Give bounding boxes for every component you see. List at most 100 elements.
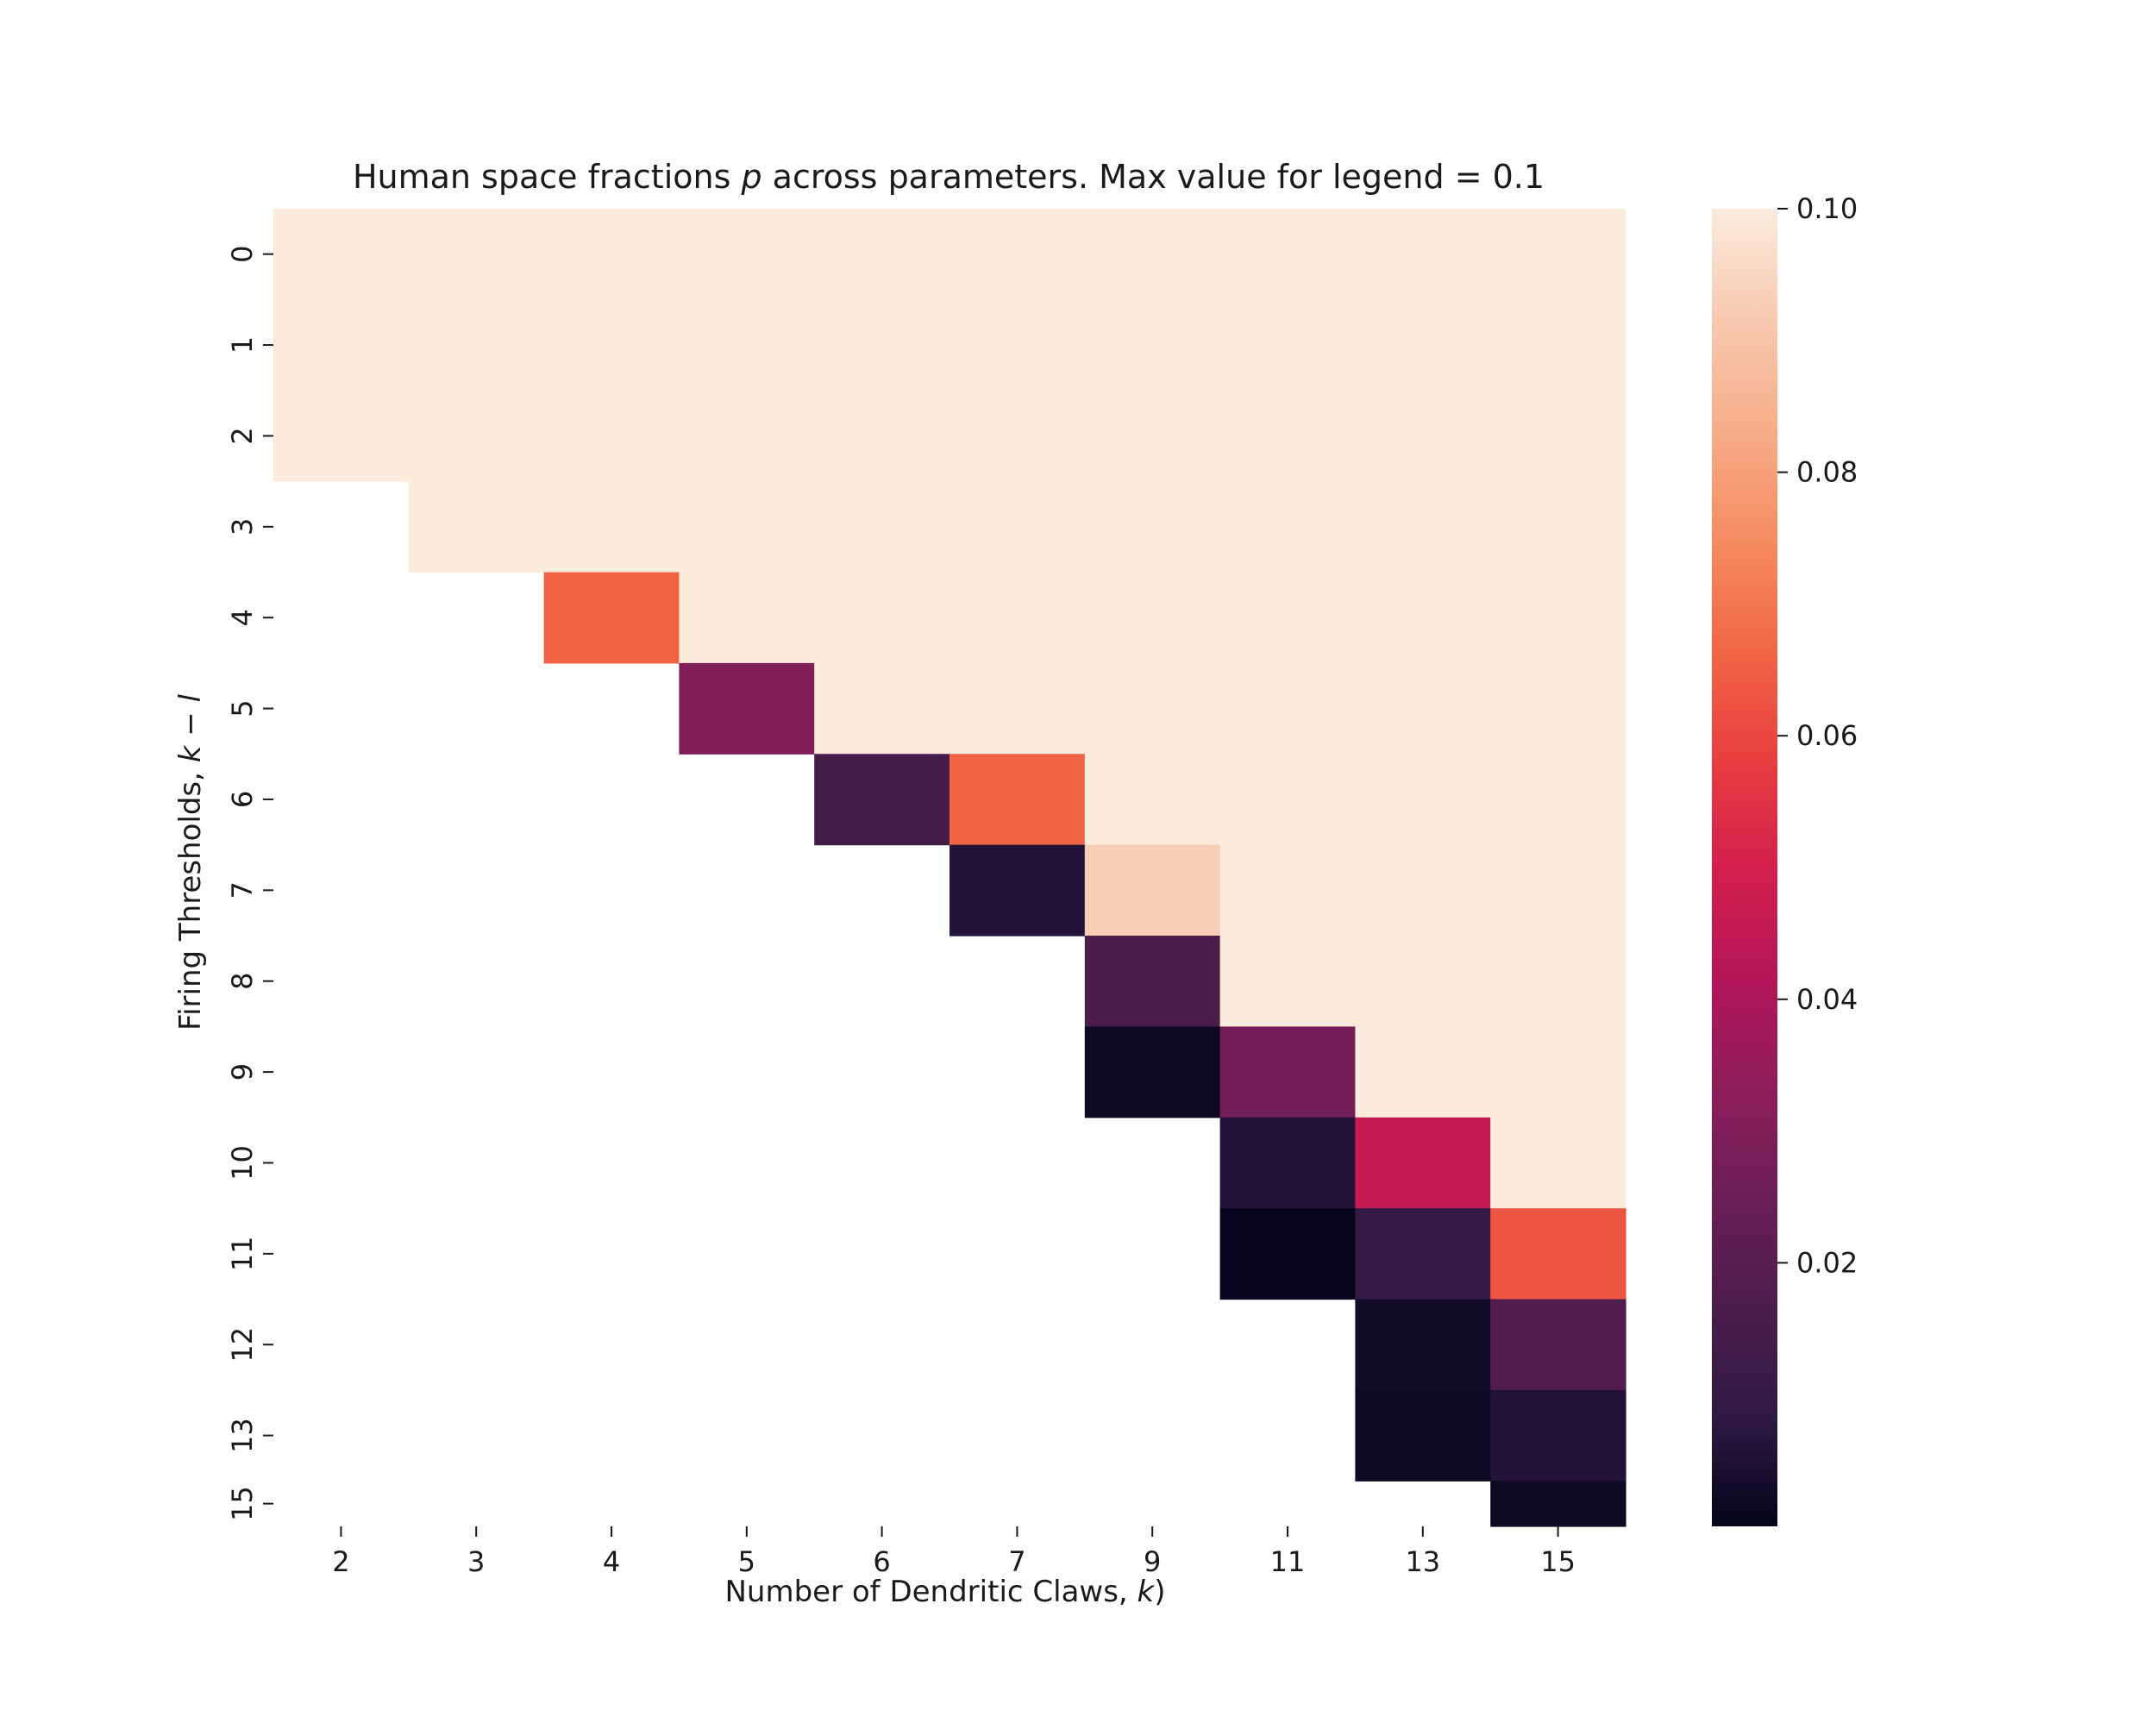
- heatmap-cell-3-6: [814, 481, 950, 573]
- heatmap-cell-6-13: [1355, 754, 1491, 846]
- heatmap-cell-5-15: [1490, 662, 1626, 755]
- heatmap-cell-0-7: [950, 209, 1086, 300]
- heatmap-cell-2-13: [1355, 390, 1491, 482]
- heatmap-cells: [273, 209, 1626, 1527]
- heatmap-cell-4-13: [1355, 572, 1491, 664]
- y-tick-label: 5: [226, 699, 259, 717]
- x-tick-label: 4: [603, 1545, 620, 1578]
- heatmap-cell-1-3: [408, 299, 545, 392]
- colorbar-tick-label: 0.04: [1796, 983, 1858, 1016]
- heatmap-cell-7-11: [1219, 844, 1356, 937]
- heatmap-cell-1-5: [679, 299, 815, 392]
- colorbar-tick-label: 0.08: [1796, 456, 1858, 489]
- heatmap-cell-1-11: [1219, 299, 1356, 392]
- y-tick-label: 2: [226, 427, 259, 444]
- heatmap-cell-5-9: [1084, 662, 1221, 755]
- heatmap-cell-4-6: [814, 572, 950, 664]
- heatmap-cell-10-13: [1355, 1117, 1491, 1209]
- colorbar: [1712, 209, 1777, 1526]
- y-tick-label: 13: [226, 1418, 259, 1453]
- heatmap-cell-6-15: [1490, 754, 1626, 846]
- heatmap-cell-0-5: [679, 209, 815, 300]
- heatmap-cell-12-13: [1355, 1299, 1491, 1391]
- heatmap-cell-0-11: [1219, 209, 1356, 300]
- colorbar-tick-label: 0.02: [1796, 1246, 1858, 1279]
- heatmap-cell-11-13: [1355, 1208, 1491, 1300]
- heatmap-cell-4-4: [543, 572, 680, 664]
- x-tick-label: 11: [1270, 1545, 1306, 1578]
- heatmap-cell-11-15: [1490, 1208, 1626, 1300]
- x-axis-label: Number of Dendritic Claws, k): [724, 1575, 1165, 1609]
- heatmap-cell-9-13: [1355, 1026, 1491, 1118]
- y-tick-label: 12: [226, 1327, 259, 1363]
- colorbar-tick-label: 0.06: [1796, 719, 1858, 752]
- heatmap-cell-12-15: [1490, 1299, 1626, 1391]
- heatmap-cell-5-6: [814, 662, 950, 755]
- heatmap-cell-0-6: [814, 209, 950, 300]
- y-tick-label: 9: [226, 1063, 259, 1081]
- heatmap-cell-1-15: [1490, 299, 1626, 392]
- y-tick-label: 6: [226, 791, 259, 808]
- heatmap-cell-1-6: [814, 299, 950, 392]
- heatmap-cell-9-15: [1490, 1026, 1626, 1118]
- heatmap-cell-2-6: [814, 390, 950, 482]
- y-tick-label: 7: [226, 881, 259, 899]
- heatmap-cell-6-6: [814, 754, 950, 846]
- heatmap-cell-5-11: [1219, 662, 1356, 755]
- heatmap-cell-2-15: [1490, 390, 1626, 482]
- heatmap-cell-1-2: [273, 299, 410, 392]
- heatmap-cell-3-15: [1490, 481, 1626, 573]
- heatmap-cell-0-9: [1084, 209, 1221, 300]
- heatmap-cell-2-4: [543, 390, 680, 482]
- heatmap-cell-8-11: [1219, 936, 1356, 1028]
- heatmap-cell-2-2: [273, 390, 410, 482]
- x-tick-label: 5: [738, 1545, 755, 1578]
- heatmap-cell-3-5: [679, 481, 815, 573]
- heatmap-cell-5-13: [1355, 662, 1491, 755]
- heatmap-cell-4-9: [1084, 572, 1221, 664]
- heatmap-cell-7-7: [950, 844, 1086, 937]
- heatmap-cell-1-13: [1355, 299, 1491, 392]
- heatmap-cell-8-13: [1355, 936, 1491, 1028]
- heatmap-cell-3-7: [950, 481, 1086, 573]
- heatmap-cell-3-13: [1355, 481, 1491, 573]
- y-axis-label: Firing Thresholds, k − l: [173, 693, 208, 1031]
- heatmap-cell-3-11: [1219, 481, 1356, 573]
- y-tick-label: 1: [226, 336, 259, 354]
- heatmap-cell-7-13: [1355, 844, 1491, 937]
- heatmap-cell-10-11: [1219, 1117, 1356, 1209]
- heatmap-cell-1-9: [1084, 299, 1221, 392]
- heatmap-cell-1-4: [543, 299, 680, 392]
- heatmap-cell-8-15: [1490, 936, 1626, 1028]
- x-tick-label: 9: [1144, 1545, 1161, 1578]
- heatmap-cell-8-9: [1084, 936, 1221, 1028]
- y-tick-label: 10: [226, 1145, 259, 1181]
- heatmap-cell-3-4: [543, 481, 680, 573]
- y-tick-label: 0: [226, 246, 259, 263]
- heatmap-cell-0-4: [543, 209, 680, 300]
- heatmap-cell-1-7: [950, 299, 1086, 392]
- heatmap-cell-2-7: [950, 390, 1086, 482]
- heatmap-cell-6-7: [950, 754, 1086, 846]
- heatmap-cell-9-9: [1084, 1026, 1221, 1118]
- colorbar-tick-label: 0.10: [1796, 192, 1858, 225]
- heatmap-cell-4-15: [1490, 572, 1626, 664]
- x-tick-label: 7: [1008, 1545, 1025, 1578]
- x-tick-label: 6: [873, 1545, 890, 1578]
- heatmap-cell-7-9: [1084, 844, 1221, 937]
- heatmap-cell-13-13: [1355, 1389, 1491, 1482]
- heatmap-cell-13-15: [1490, 1389, 1626, 1482]
- y-tick-label: 8: [226, 973, 259, 990]
- heatmap-cell-2-5: [679, 390, 815, 482]
- x-tick-label: 15: [1540, 1545, 1576, 1578]
- heatmap-cell-0-15: [1490, 209, 1626, 300]
- heatmap-cell-3-9: [1084, 481, 1221, 573]
- heatmap-cell-11-11: [1219, 1208, 1356, 1300]
- heatmap-cell-5-7: [950, 662, 1086, 755]
- y-tick-label: 3: [226, 518, 259, 536]
- y-tick-label: 4: [226, 609, 259, 626]
- heatmap-cell-2-3: [408, 390, 545, 482]
